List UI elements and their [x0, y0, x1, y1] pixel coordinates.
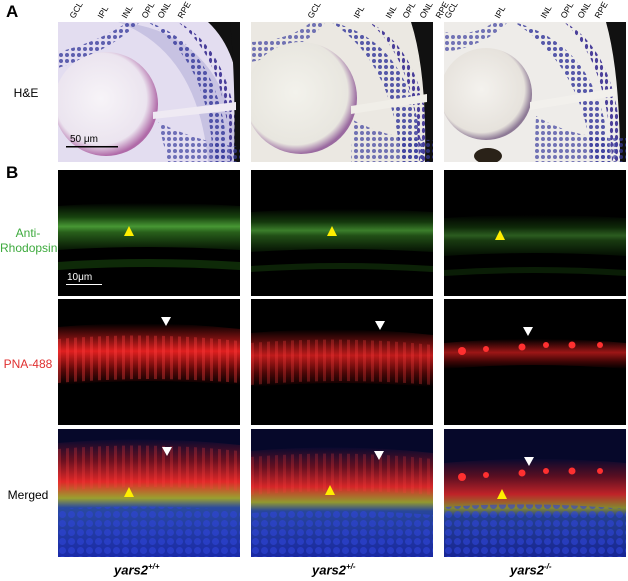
genotype-label-het: yars2+/-	[312, 562, 356, 577]
rhodopsin-tile-ko	[444, 170, 626, 296]
he-tile-ko	[444, 22, 626, 162]
rhodopsin-image-ko	[444, 170, 626, 296]
layer-label-opl-2: OPL	[400, 0, 418, 21]
merged-image-wt	[58, 429, 240, 557]
row-label-rhodopsin: Anti- Rhodopsin	[0, 226, 58, 256]
row-label-merged: Merged	[7, 488, 49, 502]
layer-label-ipl-1: IPL	[95, 3, 111, 20]
genotype-base-het: yars2	[312, 562, 346, 578]
pna-tile-wt	[58, 299, 240, 425]
genotype-base-wt: yars2	[114, 562, 148, 578]
layer-label-rpe-3: RPE	[592, 0, 610, 20]
layer-label-ipl-2: IPL	[351, 3, 367, 20]
pna-tile-ko	[444, 299, 626, 425]
layer-label-onl-3: ONL	[575, 0, 593, 20]
merged-image-ko	[444, 429, 626, 557]
scale-bar-label-a: 50 μm	[70, 134, 98, 145]
genotype-base-ko: yars2	[510, 562, 544, 578]
he-image-wt	[58, 22, 240, 162]
row-label-rhodopsin-line1: Anti-	[15, 226, 41, 240]
merged-tile-het	[251, 429, 433, 557]
pna-tile-het	[251, 299, 433, 425]
panel-a-letter: A	[6, 2, 19, 21]
rhodopsin-tile-wt: 10μm	[58, 170, 240, 296]
row-label-rhodopsin-line2: Rhodopsin	[0, 241, 58, 255]
pna-image-wt	[58, 299, 240, 425]
panel-b-letter: B	[6, 163, 19, 182]
layer-label-onl-2: ONL	[417, 0, 435, 20]
pna-image-ko	[444, 299, 626, 425]
genotype-label-wt: yars2+/+	[114, 562, 160, 577]
row-label-pna: PNA-488	[3, 357, 53, 371]
genotype-sup-ko: -/-	[543, 562, 552, 571]
he-image-het	[251, 22, 433, 162]
rhodopsin-tile-het	[251, 170, 433, 296]
rhodopsin-image-het	[251, 170, 433, 296]
merged-tile-wt	[58, 429, 240, 557]
merged-tile-ko	[444, 429, 626, 557]
genotype-label-ko: yars2-/-	[510, 562, 552, 577]
layer-label-opl-3: OPL	[558, 0, 576, 21]
layer-label-ipl-3: IPL	[492, 3, 508, 20]
layer-label-opl-1: OPL	[139, 0, 157, 21]
layer-label-rpe-1: RPE	[175, 0, 193, 20]
he-tile-het	[251, 22, 433, 162]
layer-label-onl-1: ONL	[155, 0, 173, 20]
merged-image-het	[251, 429, 433, 557]
layer-label-gcl-1: GCL	[67, 0, 85, 20]
scale-bar-label-b: 10μm	[67, 272, 93, 283]
layer-label-inl-2: INL	[383, 3, 399, 21]
layer-label-inl-3: INL	[538, 3, 554, 21]
pna-image-het	[251, 299, 433, 425]
layer-label-gcl-2: GCL	[305, 0, 323, 20]
rhodopsin-image-wt	[58, 170, 240, 296]
row-label-he: H&E	[13, 86, 39, 100]
he-tile-wt: 50 μm	[58, 22, 240, 162]
he-image-ko	[444, 22, 626, 162]
genotype-sup-het: +/-	[345, 562, 356, 571]
layer-label-inl-1: INL	[119, 3, 135, 21]
genotype-sup-wt: +/+	[147, 562, 160, 571]
